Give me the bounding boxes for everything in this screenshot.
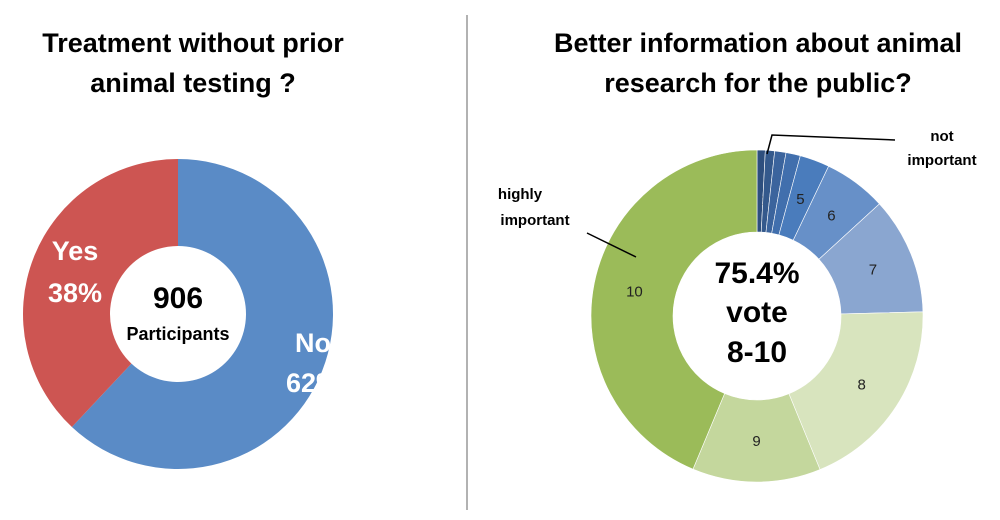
right-center-line3: 8-10 <box>727 336 787 369</box>
annotation-highly: highly <box>498 186 543 203</box>
left-title-line2: animal testing ? <box>90 68 296 98</box>
right-title-line1: Better information about animal <box>554 28 962 58</box>
right-title-line2: research for the public? <box>604 68 912 98</box>
not-important-leader <box>766 134 896 155</box>
left-donut <box>22 159 333 469</box>
label-yes-pct: 38% <box>48 278 102 308</box>
slice-label-8: 8 <box>858 376 866 393</box>
label-no: No <box>295 328 331 358</box>
label-no-pct: 62% <box>286 368 340 398</box>
left-center-value: 906 <box>153 282 203 315</box>
right-center-line1: 75.4% <box>714 257 799 290</box>
slice-label-5: 5 <box>796 191 804 208</box>
slice-10 <box>590 149 758 470</box>
left-center-text: Participants <box>126 324 229 344</box>
slice-label-9: 9 <box>752 433 760 450</box>
slice-label-7: 7 <box>869 261 877 278</box>
right-donut: 12345678910 <box>590 149 924 483</box>
highly-important-leader <box>586 232 637 258</box>
slice-yes <box>22 159 179 427</box>
slice-label-6: 6 <box>827 208 835 225</box>
label-yes: Yes <box>52 236 99 266</box>
slice-label-10: 10 <box>626 283 643 300</box>
slice-no <box>71 159 333 469</box>
annotation-important-low: important <box>907 152 976 169</box>
slice-8 <box>788 311 924 470</box>
annotation-important-high: important <box>500 212 569 229</box>
right-center-line2: vote <box>726 296 788 329</box>
annotation-not: not <box>930 128 953 145</box>
left-title-line1: Treatment without prior <box>42 28 344 58</box>
